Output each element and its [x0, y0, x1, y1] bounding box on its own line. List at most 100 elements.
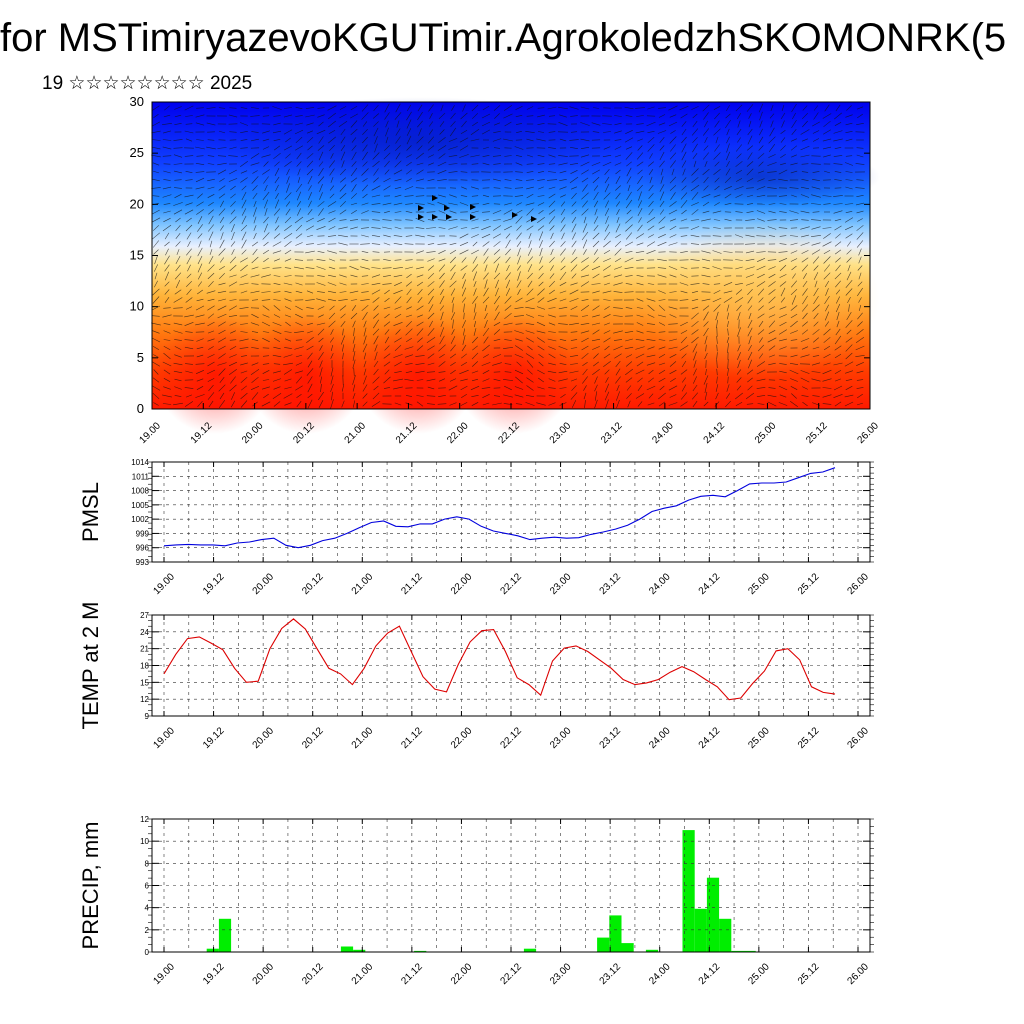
- wind-vector: [253, 225, 257, 231]
- wind-vector: [495, 279, 499, 289]
- wind-vector: [208, 280, 214, 288]
- wind-vector: [262, 379, 270, 381]
- wind-vector: [316, 226, 326, 230]
- wind-vector: [858, 305, 862, 311]
- wind-vector: [481, 113, 491, 119]
- wind-vector: [570, 378, 578, 382]
- wind-vector: [393, 378, 403, 382]
- wind-vector: [217, 290, 227, 294]
- wind-vector: [305, 114, 315, 118]
- wind-vector: [218, 282, 226, 286]
- wind-vector: [394, 194, 402, 198]
- wind-vector: [240, 154, 248, 158]
- wind-vector: [581, 169, 589, 175]
- wind-vector: [219, 239, 225, 249]
- wind-vector: [505, 239, 511, 249]
- wind-vector: [723, 297, 733, 303]
- wind-vector: [196, 378, 204, 382]
- wind-vector: [493, 295, 501, 305]
- wind-vector: [404, 186, 414, 190]
- wind-vector: [668, 105, 678, 111]
- wind-vector: [690, 259, 700, 261]
- wind-vector: [681, 177, 687, 183]
- wind-vector: [339, 219, 347, 221]
- wind-vector: [174, 123, 182, 125]
- wind-vector: [184, 155, 194, 157]
- wind-vector: [658, 362, 666, 366]
- wind-vector: [153, 354, 159, 358]
- wind-vector: [239, 122, 249, 126]
- wind-vector: [342, 352, 344, 360]
- wind-vector: [669, 394, 677, 398]
- wind-vector: [779, 243, 787, 245]
- wind-vector: [789, 369, 799, 375]
- wind-vector: [813, 313, 819, 319]
- wind-vector: [812, 256, 820, 264]
- chart-subtitle: 19 ☆☆☆☆☆☆☆☆ 2025: [42, 73, 253, 94]
- wind-vector: [858, 297, 862, 303]
- wind-vector: [558, 346, 568, 350]
- y-tick-label: 1014: [131, 458, 149, 467]
- wind-vector: [713, 283, 721, 285]
- x-tick-label: 24.12: [697, 961, 723, 987]
- wind-vector: [614, 258, 622, 262]
- wind-vector: [625, 199, 633, 209]
- wind-vector: [505, 272, 511, 280]
- wind-vector: [196, 338, 204, 342]
- wind-vector: [230, 400, 236, 408]
- wind-vector: [669, 369, 677, 375]
- wind-vector: [571, 209, 577, 215]
- wind-vector: [229, 354, 237, 358]
- wind-vector: [273, 314, 281, 318]
- wind-vector: [712, 210, 722, 214]
- wind-vector: [779, 274, 787, 278]
- wind-vector: [395, 103, 401, 113]
- wind-vector: [789, 363, 799, 365]
- grid: [152, 461, 870, 563]
- wind-vector: [349, 219, 359, 221]
- y-tick-label: 993: [136, 558, 150, 567]
- wind-vector: [274, 168, 280, 176]
- wind-vector: [537, 155, 545, 157]
- grid: [152, 818, 870, 953]
- wind-vector: [383, 387, 391, 389]
- wind-vector: [801, 304, 809, 312]
- wind-vector: [241, 231, 247, 241]
- wind-vector: [549, 273, 555, 279]
- wind-vector: [537, 171, 545, 173]
- wind-vector: [185, 306, 193, 310]
- wind-vector: [528, 232, 532, 240]
- wind-vector: [363, 360, 367, 368]
- wind-vector: [350, 193, 358, 199]
- wind-vector: [263, 176, 269, 184]
- wind-vector: [153, 249, 159, 255]
- wind-vector: [151, 130, 161, 134]
- wind-vector: [394, 313, 402, 319]
- wind-vector: [800, 354, 810, 358]
- wind-vector: [813, 105, 819, 111]
- wind-vector: [646, 241, 656, 247]
- wind-vector: [450, 312, 456, 320]
- wind-vector: [306, 130, 314, 134]
- wind-vector: [669, 354, 677, 358]
- wind-vector: [593, 225, 599, 231]
- precip-bar: [731, 950, 744, 952]
- wind-vector: [195, 370, 205, 374]
- wind-vector: [307, 399, 313, 409]
- wind-vector: [682, 168, 686, 176]
- wind-vector: [767, 394, 777, 398]
- precip-bar: [206, 948, 219, 952]
- wind-vector: [669, 234, 677, 238]
- wind-vector: [295, 322, 303, 326]
- x-tick-label: 26.00: [845, 571, 871, 597]
- wind-vector: [756, 378, 766, 382]
- wind-vector: [482, 327, 490, 337]
- wind-vector: [637, 207, 643, 217]
- wind-vector: [812, 355, 820, 357]
- wind-vector: [581, 352, 589, 360]
- wind-vector: [779, 363, 787, 365]
- wind-vector: [284, 331, 292, 333]
- wind-vector: [207, 224, 215, 232]
- wind-vector: [583, 385, 587, 391]
